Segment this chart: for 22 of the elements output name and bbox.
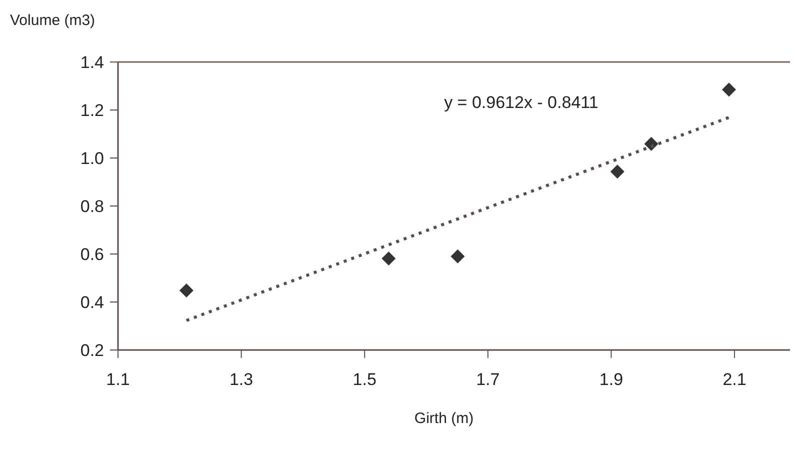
x-tick-label: 1.1 — [106, 370, 130, 389]
x-tick-label: 1.7 — [476, 370, 500, 389]
y-tick-label: 1.4 — [80, 52, 104, 72]
y-tick-label: 1.0 — [80, 148, 104, 168]
point — [179, 283, 194, 298]
x-axis-title: Girth (m) — [414, 410, 474, 427]
x-tick-label: 1.3 — [229, 370, 254, 389]
y-tick-label: 0.8 — [80, 196, 104, 216]
y-tick-label: 1.2 — [80, 100, 104, 120]
point — [382, 252, 396, 266]
y-axis-title: Volume (m3) — [10, 12, 96, 29]
x-tick-label: 1.9 — [599, 370, 624, 389]
point — [610, 164, 624, 179]
y-tick-label: 0.4 — [80, 292, 104, 312]
annotation: y = 0.9612x - 0.8411 — [444, 93, 598, 112]
y-tick-label: 0.6 — [80, 244, 104, 264]
point — [644, 136, 658, 151]
y-tick-label: 0.2 — [80, 340, 104, 360]
point — [722, 82, 736, 97]
x-tick-label: 2.1 — [722, 370, 746, 389]
point — [450, 249, 465, 264]
x-tick-label: 1.5 — [352, 370, 376, 389]
